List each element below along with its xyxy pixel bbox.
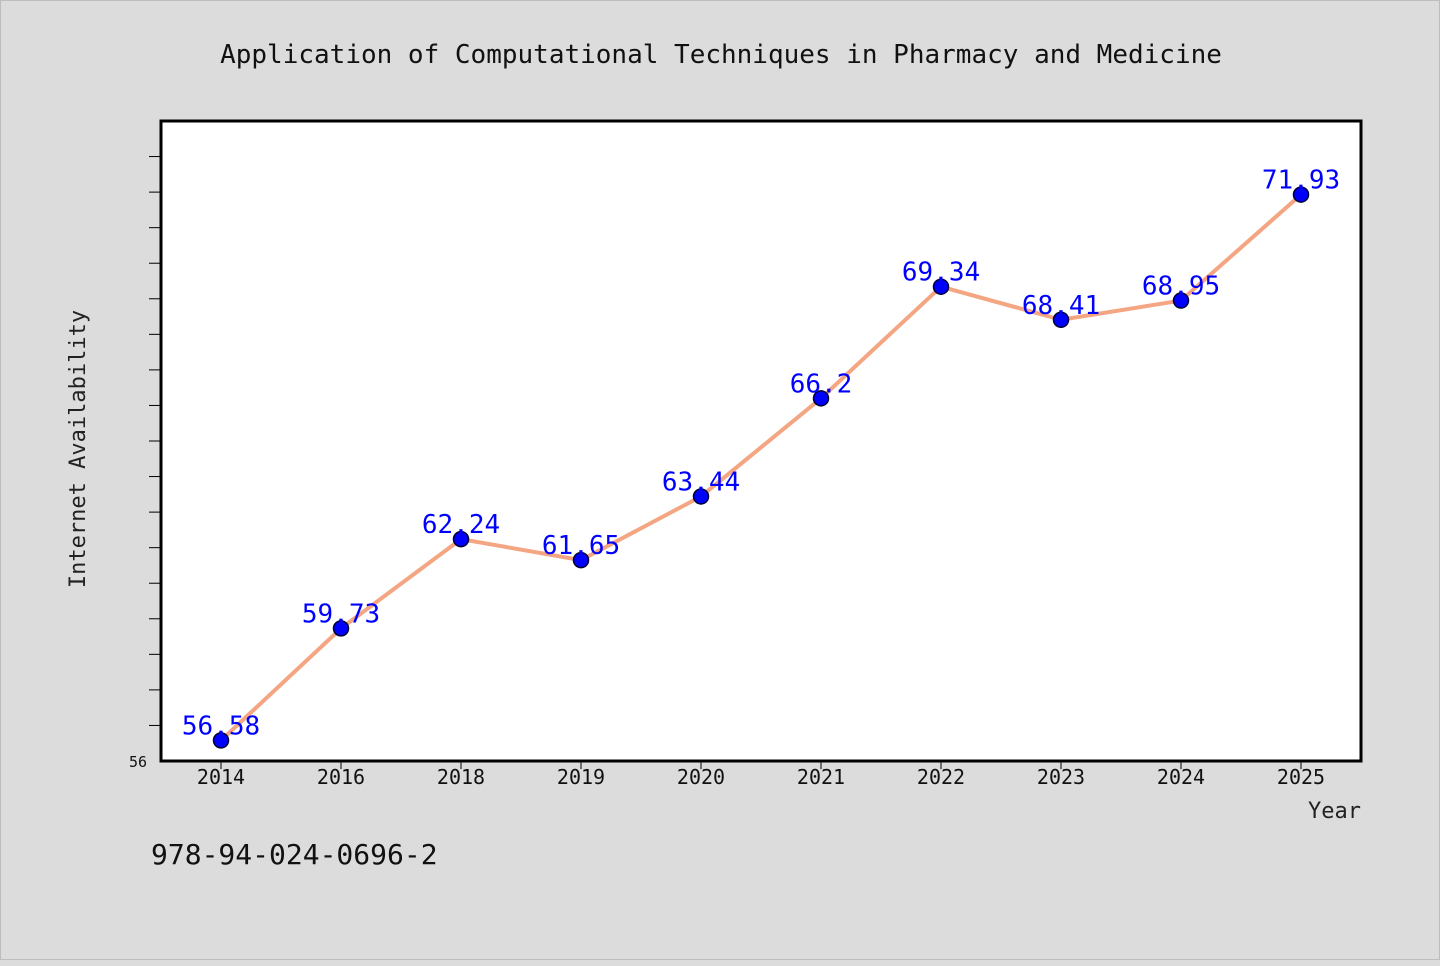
x-axis-label: Year — [1308, 799, 1361, 824]
data-markers — [212, 186, 1310, 749]
data-label-2014: 56.58 — [182, 711, 260, 741]
data-labels: 56.58 59.73 62.24 61.65 63.44 66.2 69.34 68.41 6… — [182, 166, 1340, 742]
y-axis-label: Internet Availability — [66, 310, 91, 588]
series-line-group — [219, 192, 1303, 743]
data-label-2025: 71.93 — [1262, 166, 1340, 196]
x-tick-label: 2023 — [1037, 765, 1085, 789]
data-point-2022 — [932, 278, 950, 295]
x-tick-label: 2016 — [317, 765, 365, 789]
x-tick-label: 2018 — [437, 765, 485, 789]
data-label-2022: 69.34 — [902, 258, 980, 288]
data-point-2020 — [692, 488, 710, 505]
data-point-2021 — [812, 390, 830, 407]
x-tick-label: 2022 — [917, 765, 965, 789]
data-label-2016: 59.73 — [302, 599, 380, 629]
x-axis-ticks: 2014 2016 2018 2019 2020 2021 2022 2023 2024 2025 — [197, 761, 1325, 789]
data-point-2023 — [1052, 311, 1070, 329]
data-label-2024: 68.95 — [1142, 272, 1220, 302]
data-label-2023: 68.41 — [1022, 291, 1100, 321]
data-point-2014 — [212, 732, 230, 749]
data-label-2018: 62.24 — [422, 510, 500, 540]
x-tick-label: 2024 — [1157, 765, 1205, 789]
isbn-label: 978-94-024-0696-2 — [151, 838, 438, 871]
y-axis-tick-labels: 56 — [129, 753, 147, 771]
series-line — [219, 192, 1303, 743]
data-label-2019: 61.65 — [542, 531, 620, 561]
data-label-2020: 63.44 — [662, 467, 740, 497]
data-point-2019 — [572, 551, 590, 569]
x-tick-label: 2021 — [797, 765, 845, 789]
x-tick-label: 2019 — [557, 765, 605, 789]
x-tick-label: 2020 — [677, 765, 725, 789]
data-point-2016 — [332, 620, 350, 637]
x-tick-label: 2014 — [197, 765, 245, 789]
data-label-2021: 66.2 — [790, 369, 853, 399]
data-point-2018 — [452, 530, 470, 548]
data-point-2025 — [1292, 186, 1310, 203]
y-axis-ticks — [149, 156, 161, 726]
x-tick-label: 2025 — [1277, 765, 1325, 789]
data-point-2024 — [1172, 292, 1190, 309]
y-tick-label: 56 — [129, 753, 147, 771]
chart-title: Application of Computational Techniques … — [220, 40, 1222, 70]
plot-area — [159, 119, 1363, 763]
